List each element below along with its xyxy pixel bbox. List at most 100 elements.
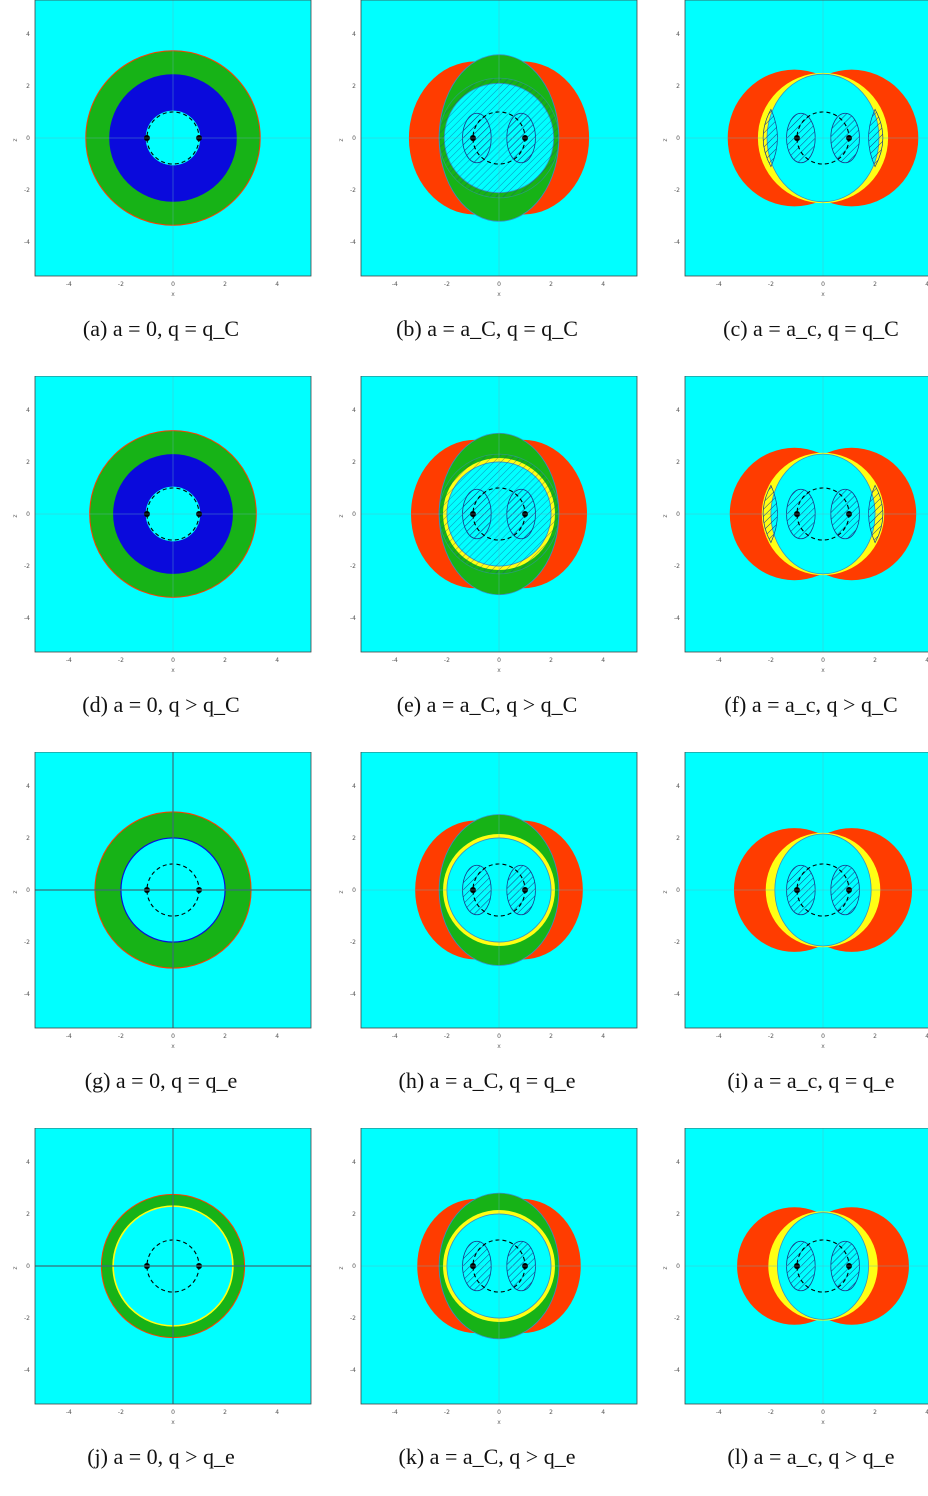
caption-b: (b) a = a_C, q = q_C bbox=[396, 316, 578, 341]
z-tick-label: 2 bbox=[26, 1211, 30, 1218]
x-axis-label: x bbox=[821, 1043, 825, 1050]
x-tick-label: 4 bbox=[925, 1033, 928, 1040]
z-tick-label: 2 bbox=[26, 835, 30, 842]
z-axis-label: z bbox=[338, 890, 345, 893]
z-tick-label: -2 bbox=[674, 1315, 680, 1322]
x-tick-label: 2 bbox=[549, 657, 553, 664]
z-tick-label: -2 bbox=[350, 939, 356, 946]
z-tick-label: 0 bbox=[352, 1263, 356, 1270]
z-tick-label: -4 bbox=[24, 1367, 30, 1374]
x-axis-label: x bbox=[171, 1419, 175, 1426]
z-tick-label: 2 bbox=[26, 83, 30, 90]
plot-c: -4 -4 -2 -2 0 0 2 2 4 4 x z bbox=[662, 0, 928, 298]
z-axis-label: z bbox=[662, 1266, 669, 1269]
x-axis-label: x bbox=[497, 1043, 501, 1050]
x-axis-label: x bbox=[821, 667, 825, 674]
z-tick-label: -2 bbox=[24, 563, 30, 570]
z-tick-label: -4 bbox=[674, 1367, 680, 1374]
z-axis-label: z bbox=[338, 138, 345, 141]
z-tick-label: 2 bbox=[26, 459, 30, 466]
plot-frame bbox=[360, 0, 638, 277]
x-tick-label: -4 bbox=[66, 657, 72, 664]
z-tick-label: 4 bbox=[352, 31, 356, 38]
z-tick-label: 0 bbox=[676, 135, 680, 142]
z-tick-label: 0 bbox=[26, 511, 30, 518]
z-tick-label: -4 bbox=[674, 615, 680, 622]
panel-f: -4 -4 -2 -2 0 0 2 2 4 4 x z (f) a = a_c, q > q_C bbox=[656, 376, 928, 744]
caption-f: (f) a = a_c, q > q_C bbox=[724, 692, 898, 717]
z-tick-label: -2 bbox=[350, 563, 356, 570]
z-tick-label: -2 bbox=[350, 1315, 356, 1322]
x-axis-label: x bbox=[497, 1419, 501, 1426]
z-axis-label: z bbox=[12, 1266, 19, 1269]
plot-frame bbox=[34, 752, 312, 1029]
z-tick-label: -2 bbox=[24, 1315, 30, 1322]
x-tick-label: -2 bbox=[118, 657, 124, 664]
panel-l: -4 -4 -2 -2 0 0 2 2 4 4 x z (l) a = a_c, q > q_e bbox=[656, 1128, 928, 1496]
x-tick-label: -4 bbox=[716, 1033, 722, 1040]
z-axis-label: z bbox=[12, 514, 19, 517]
z-tick-label: 4 bbox=[676, 407, 680, 414]
plot-frame bbox=[684, 1128, 928, 1405]
x-tick-label: -4 bbox=[66, 281, 72, 288]
x-axis-label: x bbox=[171, 291, 175, 298]
caption-c: (c) a = a_c, q = q_C bbox=[723, 316, 899, 341]
x-tick-label: 0 bbox=[171, 281, 175, 288]
x-tick-label: 4 bbox=[601, 1409, 605, 1416]
x-tick-label: 4 bbox=[925, 281, 928, 288]
plot-l: -4 -4 -2 -2 0 0 2 2 4 4 x z bbox=[662, 1128, 928, 1426]
caption-j: (j) a = 0, q > q_e bbox=[87, 1444, 235, 1469]
z-tick-label: 0 bbox=[676, 887, 680, 894]
x-tick-label: 2 bbox=[873, 657, 877, 664]
x-tick-label: -2 bbox=[768, 281, 774, 288]
z-axis-label: z bbox=[338, 514, 345, 517]
z-tick-label: 4 bbox=[26, 407, 30, 414]
x-tick-label: 4 bbox=[275, 1033, 279, 1040]
x-tick-label: -2 bbox=[444, 1033, 450, 1040]
x-tick-label: -4 bbox=[716, 1409, 722, 1416]
x-tick-label: 4 bbox=[925, 657, 928, 664]
z-tick-label: 4 bbox=[26, 783, 30, 790]
x-tick-label: 4 bbox=[925, 1409, 928, 1416]
z-tick-label: -4 bbox=[24, 615, 30, 622]
x-tick-label: 0 bbox=[497, 281, 501, 288]
plot-i: -4 -4 -2 -2 0 0 2 2 4 4 x z bbox=[662, 752, 928, 1050]
x-tick-label: 2 bbox=[223, 657, 227, 664]
z-tick-label: 2 bbox=[676, 83, 680, 90]
panel-c: -4 -4 -2 -2 0 0 2 2 4 4 x z (c) a = a_c, q = q_C bbox=[656, 0, 928, 368]
z-tick-label: 4 bbox=[352, 1159, 356, 1166]
x-tick-label: -4 bbox=[392, 281, 398, 288]
z-tick-label: -4 bbox=[24, 239, 30, 246]
z-tick-label: 0 bbox=[676, 511, 680, 518]
x-tick-label: 4 bbox=[275, 657, 279, 664]
z-tick-label: -2 bbox=[674, 187, 680, 194]
plot-f: -4 -4 -2 -2 0 0 2 2 4 4 x z bbox=[662, 376, 928, 674]
x-axis-label: x bbox=[171, 667, 175, 674]
plot-frame bbox=[684, 752, 928, 1029]
plot-d: -4 -4 -2 -2 0 0 2 2 4 4 x z bbox=[12, 376, 312, 674]
x-tick-label: 0 bbox=[821, 1033, 825, 1040]
x-tick-label: -4 bbox=[392, 1409, 398, 1416]
x-tick-label: 2 bbox=[549, 1409, 553, 1416]
z-tick-label: 2 bbox=[352, 459, 356, 466]
z-tick-label: 0 bbox=[26, 887, 30, 894]
plot-j: -4 -4 -2 -2 0 0 2 2 4 4 x z bbox=[12, 1128, 312, 1426]
x-tick-label: 2 bbox=[223, 1409, 227, 1416]
x-tick-label: -2 bbox=[118, 281, 124, 288]
caption-g: (g) a = 0, q = q_e bbox=[84, 1068, 238, 1093]
plot-frame bbox=[34, 376, 312, 653]
z-axis-label: z bbox=[662, 514, 669, 517]
z-tick-label: 2 bbox=[352, 83, 356, 90]
z-tick-label: 4 bbox=[26, 31, 30, 38]
z-tick-label: -4 bbox=[350, 615, 356, 622]
z-tick-label: -4 bbox=[350, 991, 356, 998]
x-axis-label: x bbox=[497, 291, 501, 298]
z-tick-label: 2 bbox=[676, 835, 680, 842]
plot-frame bbox=[684, 376, 928, 653]
panel-h: -4 -4 -2 -2 0 0 2 2 4 4 x z (h) a = a_C, q = q_e bbox=[332, 752, 642, 1120]
plot-frame bbox=[360, 376, 638, 653]
x-tick-label: -4 bbox=[66, 1409, 72, 1416]
x-tick-label: 0 bbox=[171, 1033, 175, 1040]
x-tick-label: 4 bbox=[275, 281, 279, 288]
x-tick-label: 2 bbox=[223, 281, 227, 288]
